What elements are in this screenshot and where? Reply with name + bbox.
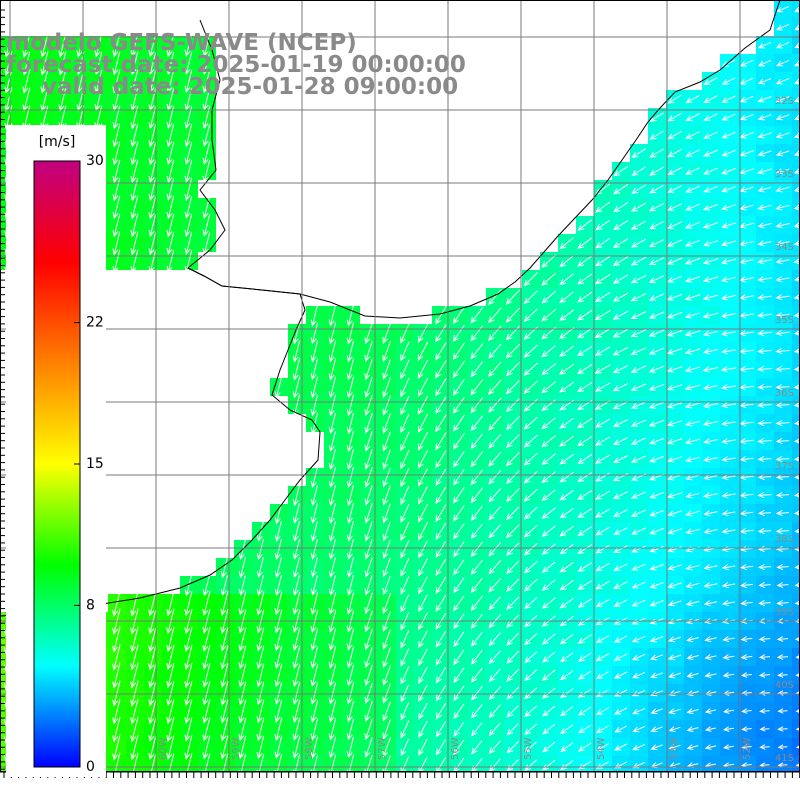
lon-label: 58W (304, 737, 315, 760)
lon-label: 55W (523, 737, 534, 760)
lat-label: 32S (775, 96, 794, 107)
lon-label: 60W (158, 737, 169, 760)
lat-label: 39S (775, 607, 794, 618)
colorbar-unit: [m/s] (39, 134, 76, 150)
lon-label: 56W (450, 737, 461, 760)
lat-label: 41S (775, 753, 794, 764)
lon-label: 54W (596, 737, 607, 760)
lat-label: 40S (775, 680, 794, 691)
lat-label: 37S (775, 461, 794, 472)
colorbar-tick-label: 15 (86, 456, 104, 472)
lon-label: 52W (742, 737, 753, 760)
coastline-south (0, 267, 321, 617)
valid-date: valid date: 2025-01-28 09:00:00 (42, 74, 459, 100)
colorbar: [m/s] 30 22 15 8 0 (6, 125, 106, 777)
colorbar-gradient (33, 160, 81, 768)
model-title: modelo GEFS-WAVE (NCEP) (6, 30, 357, 56)
colorbar-tick-label: 8 (86, 597, 95, 613)
lon-label: 57W (377, 737, 388, 760)
lon-label: 59W (231, 737, 242, 760)
bottom-margin (0, 772, 800, 800)
lat-label: 35S (775, 315, 794, 326)
lat-label: 34S (775, 242, 794, 253)
colorbar-tick-label: 22 (86, 315, 104, 331)
lat-label: 36S (775, 388, 794, 399)
colorbar-tick-label: 30 (86, 153, 104, 169)
lat-label: 38S (775, 534, 794, 545)
lon-label: 53W (669, 737, 680, 760)
forecast-date: forecast date: 2025-01-19 00:00:00 (6, 52, 466, 78)
coastline-north (187, 0, 781, 319)
lat-label: 33S (775, 169, 794, 180)
colorbar-tick-label: 0 (86, 759, 95, 775)
